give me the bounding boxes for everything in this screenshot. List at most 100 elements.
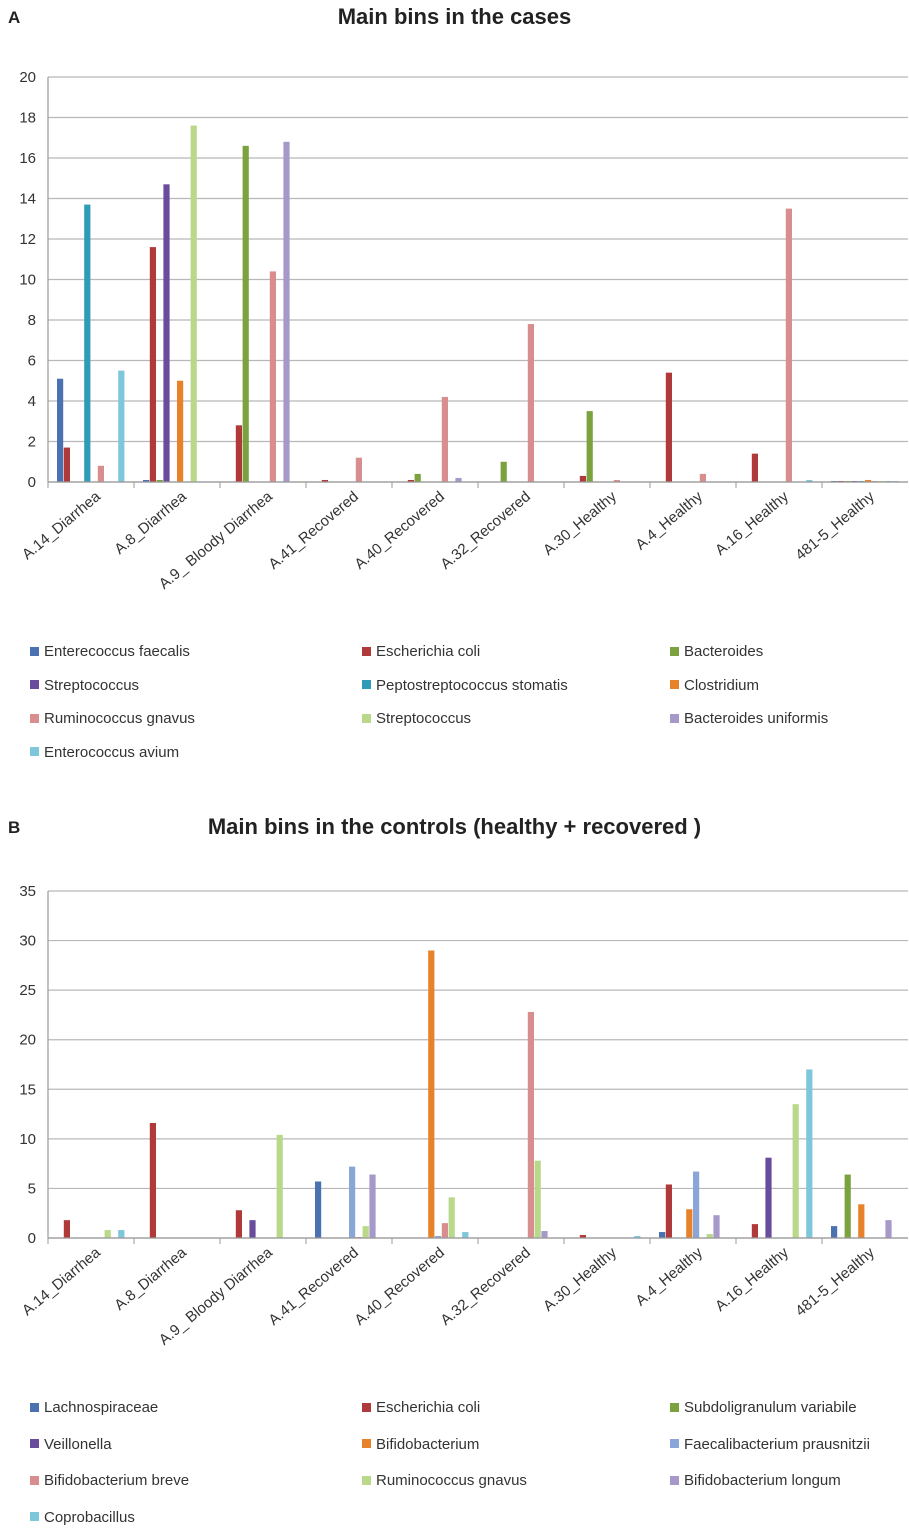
bar bbox=[407, 479, 414, 482]
bar bbox=[785, 208, 792, 482]
legend-item: Veillonella bbox=[30, 1435, 112, 1455]
x-tick-label: A.16_Healthy bbox=[712, 1244, 792, 1315]
y-tick-label: 8 bbox=[28, 312, 36, 329]
bar bbox=[362, 1226, 369, 1238]
legend-item: Bifidobacterium breve bbox=[30, 1471, 189, 1491]
bar bbox=[634, 1236, 641, 1238]
bar bbox=[500, 461, 507, 482]
legend-item: Bifidobacterium bbox=[362, 1435, 479, 1455]
legend-swatch bbox=[670, 646, 679, 656]
bar bbox=[806, 479, 813, 482]
y-tick-label: 4 bbox=[28, 393, 36, 410]
y-tick-label: 12 bbox=[19, 231, 36, 248]
bar bbox=[63, 1220, 70, 1238]
x-tick-label: A.32_Recovered bbox=[437, 1244, 534, 1329]
x-tick-label: A.8_Diarrhea bbox=[111, 488, 190, 558]
bar bbox=[156, 479, 163, 482]
legend-label: Enterecoccus faecalis bbox=[44, 643, 190, 660]
legend-label: Bifidobacterium longum bbox=[684, 1472, 841, 1489]
bar bbox=[57, 378, 64, 482]
legend-item: Ruminococcus gnavus bbox=[362, 1471, 527, 1491]
bar bbox=[428, 950, 435, 1238]
bar bbox=[177, 380, 184, 482]
bar bbox=[235, 425, 242, 482]
chart-title: Main bins in the cases bbox=[337, 4, 572, 29]
legend-label: Coprobacillus bbox=[44, 1508, 135, 1526]
legend-label: Subdoligranulum variabile bbox=[684, 1399, 857, 1416]
bar bbox=[242, 145, 249, 482]
chart-legend: Enterecoccus faecalis Escherichia coli Bac… bbox=[30, 642, 890, 782]
x-tick-label: 481-5_Healthy bbox=[792, 488, 878, 564]
bar bbox=[713, 1215, 720, 1238]
legend-label: Ruminococcus gnavus bbox=[376, 1472, 527, 1489]
bar bbox=[534, 1160, 541, 1238]
y-tick-label: 15 bbox=[19, 1081, 36, 1098]
legend-swatch bbox=[670, 1475, 679, 1485]
legend-label: Bifidobacterium bbox=[376, 1435, 480, 1453]
legend-swatch bbox=[670, 1439, 679, 1449]
legend-item: Escherichia coli bbox=[362, 642, 480, 662]
bar bbox=[349, 1166, 356, 1238]
bar bbox=[706, 1234, 713, 1238]
legend-label: Enterococcus avium bbox=[44, 743, 180, 761]
bar bbox=[249, 1220, 256, 1238]
bar bbox=[699, 473, 706, 482]
legend-swatch bbox=[362, 713, 371, 723]
bar bbox=[885, 1220, 892, 1238]
legend-label: Lachnospiraceae bbox=[44, 1399, 159, 1416]
legend-item: Bifidobacterium longum bbox=[670, 1471, 841, 1491]
legend-item: Enterecoccus faecalis bbox=[30, 642, 190, 662]
bar bbox=[541, 1231, 548, 1238]
bar bbox=[276, 1134, 283, 1238]
bar bbox=[118, 1230, 125, 1238]
x-tick-label: A.40_Recovered bbox=[351, 488, 448, 573]
y-tick-label: 6 bbox=[28, 353, 36, 370]
legend-swatch bbox=[362, 1402, 371, 1412]
legend-label: Bacteroides uniformis bbox=[684, 710, 829, 727]
bar bbox=[751, 1224, 758, 1238]
legend-item: Escherichia coli bbox=[362, 1398, 480, 1418]
y-tick-label: 0 bbox=[28, 1230, 36, 1247]
legend-item: Faecalibacterium prausnitzii bbox=[670, 1435, 870, 1455]
bar bbox=[355, 457, 362, 482]
y-tick-label: 18 bbox=[19, 110, 36, 127]
x-tick-label: A.16_Healthy bbox=[712, 488, 792, 559]
legend-item: Clostridium bbox=[670, 676, 759, 696]
x-tick-label: A.4_Healthy bbox=[632, 1244, 706, 1310]
x-tick-label: A.30_Healthy bbox=[540, 1244, 620, 1315]
bar bbox=[149, 247, 156, 482]
bar bbox=[527, 1011, 534, 1238]
legend-swatch bbox=[362, 680, 371, 690]
x-tick-label: A.14_Diarrhea bbox=[19, 488, 105, 564]
bar bbox=[844, 1174, 851, 1238]
bar bbox=[659, 1232, 666, 1238]
y-tick-label: 16 bbox=[19, 150, 36, 167]
bar bbox=[613, 479, 620, 482]
legend-label: Clostridium bbox=[684, 676, 760, 694]
bar bbox=[414, 473, 421, 482]
legend-swatch bbox=[30, 646, 39, 656]
bar bbox=[235, 1210, 242, 1238]
x-tick-label: A.14_Diarrhea bbox=[19, 1244, 105, 1320]
panel-label: A bbox=[8, 8, 21, 27]
legend-swatch bbox=[30, 1512, 39, 1522]
legend-item: Bacteroides bbox=[670, 642, 763, 662]
bar bbox=[104, 1230, 111, 1238]
bar bbox=[97, 465, 104, 482]
legend-swatch bbox=[362, 646, 371, 656]
y-tick-label: 25 bbox=[19, 982, 36, 999]
legend-item: Ruminococcus gnavus bbox=[30, 709, 195, 729]
legend-swatch bbox=[30, 1475, 39, 1485]
bar bbox=[448, 1197, 455, 1238]
bar bbox=[269, 271, 276, 482]
panel-b: B Main bins in the controls (healthy + r… bbox=[0, 810, 909, 1527]
legend-label: Escherichia coli bbox=[376, 1399, 481, 1416]
y-tick-label: 35 bbox=[19, 883, 36, 900]
bar bbox=[806, 1069, 813, 1238]
x-tick-label: A.41_Recovered bbox=[265, 488, 362, 573]
legend-item: Subdoligranulum variabile bbox=[670, 1398, 857, 1418]
legend-label: Veillonella bbox=[44, 1435, 112, 1453]
x-tick-label: A.4_Healthy bbox=[632, 488, 706, 554]
legend-label: Bifidobacterium breve bbox=[44, 1472, 190, 1489]
legend-label: Streptococcus bbox=[376, 710, 472, 727]
